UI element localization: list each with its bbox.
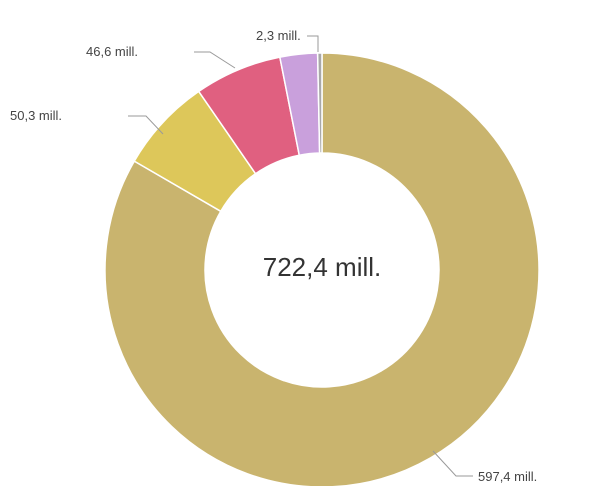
slice-label-2-3: 2,3 mill. [256, 28, 301, 43]
leader-line-50-3 [128, 115, 164, 135]
donut-slice-0[interactable] [104, 52, 540, 486]
slice-label-46-6: 46,6 mill. [86, 44, 138, 59]
donut-slice-4[interactable] [316, 52, 323, 154]
leader-line-2-3 [307, 35, 319, 52]
leader-line-46-6 [194, 51, 236, 69]
leader-line-597-4 [432, 450, 473, 477]
center-total-label: 722,4 mill. [263, 252, 382, 282]
slice-label-597-4: 597,4 mill. [478, 469, 537, 484]
slice-label-50-3: 50,3 mill. [10, 108, 62, 123]
donut-slices [104, 52, 540, 486]
